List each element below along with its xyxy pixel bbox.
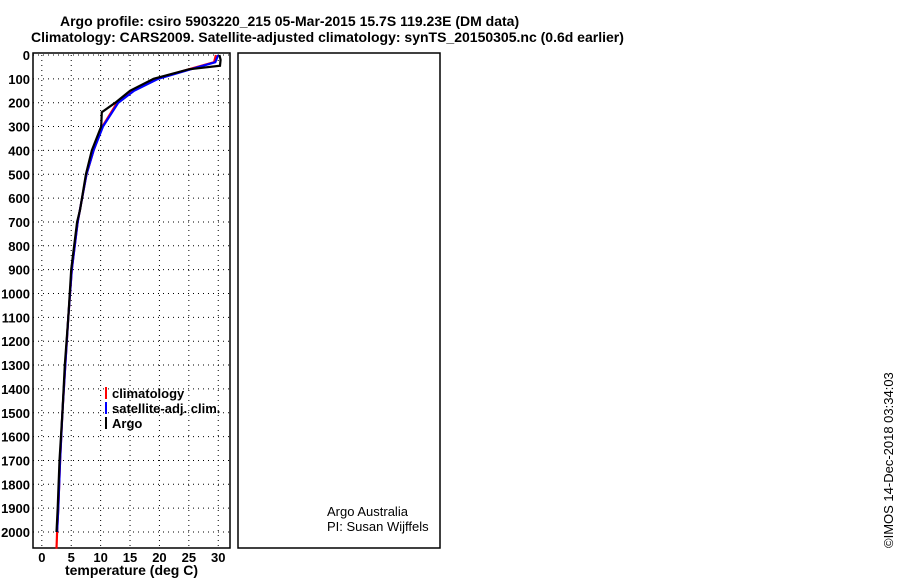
series-line-argo	[55, 54, 222, 533]
y-tick-label: 100	[8, 72, 30, 87]
y-tick-label: 0	[23, 48, 30, 63]
salinity-panel	[237, 52, 441, 549]
y-tick-label: 2000	[1, 525, 30, 540]
imos-stamp: ©IMOS 14-Dec-2018 03:34:03	[881, 372, 896, 548]
y-tick-label: 1400	[1, 382, 30, 397]
y-tick-label: 300	[8, 120, 30, 135]
legend-label: Argo	[112, 416, 142, 431]
plot-frame	[237, 52, 441, 549]
title-line1: Argo profile: csiro 5903220_215 05-Mar-2…	[60, 13, 519, 29]
x-axis-label: temperature (deg C)	[65, 562, 198, 578]
credit-line2: PI: Susan Wijffels	[327, 519, 429, 534]
x-tick-label: 30	[211, 550, 225, 565]
y-tick-label: 1600	[1, 430, 30, 445]
y-tick-label: 900	[8, 263, 30, 278]
legend-label: satellite-adj. clim.	[112, 401, 220, 416]
x-tick-label: 0	[38, 550, 45, 565]
y-tick-label: 1500	[1, 406, 30, 421]
y-tick-label: 600	[8, 191, 30, 206]
y-tick-label: 1000	[1, 287, 30, 302]
series-line-climatology	[55, 54, 217, 549]
x-tick-label: 10	[93, 550, 107, 565]
credit-line1: Argo Australia	[327, 504, 409, 519]
y-tick-label: 200	[8, 96, 30, 111]
y-tick-label: 1200	[1, 334, 30, 349]
x-tick-label: 20	[152, 550, 166, 565]
y-tick-label: 1800	[1, 477, 30, 492]
y-tick-label: 400	[8, 143, 30, 158]
y-tick-label: 500	[8, 167, 30, 182]
y-tick-label: 800	[8, 239, 30, 254]
temperature-panel: 0100200300400500600700800900100011001200…	[1, 48, 231, 578]
y-tick-label: 1300	[1, 358, 30, 373]
y-tick-label: 1900	[1, 501, 30, 516]
y-tick-label: 1700	[1, 453, 30, 468]
legend-label: climatology	[112, 386, 185, 401]
x-tick-label: 15	[123, 550, 137, 565]
plot-frame	[32, 52, 231, 549]
title-line2: Climatology: CARS2009. Satellite-adjuste…	[31, 29, 624, 45]
series-line-satellite-adj-clim-	[56, 54, 220, 533]
y-tick-label: 1100	[2, 310, 30, 325]
x-tick-label: 25	[182, 550, 196, 565]
x-tick-label: 5	[68, 550, 75, 565]
y-tick-label: 700	[8, 215, 30, 230]
